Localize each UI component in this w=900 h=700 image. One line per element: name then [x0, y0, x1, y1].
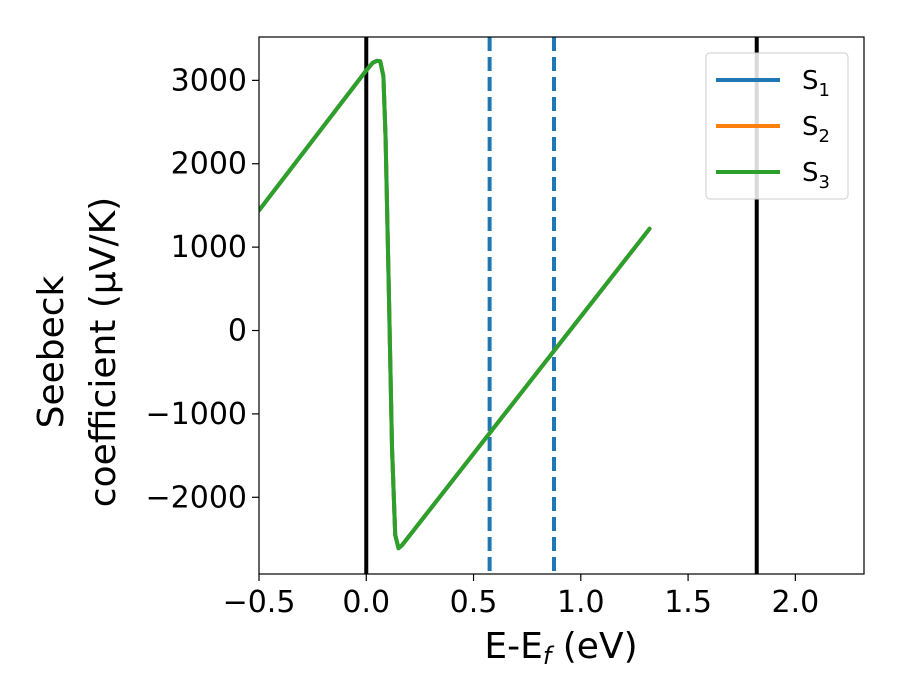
x-tick-label: 0.0: [342, 585, 390, 620]
legend-label-1: S1: [802, 66, 830, 101]
legend-label-3: S3: [802, 158, 830, 193]
legend-label-2: S2: [802, 112, 830, 147]
y-axis-label-line2: coefficient (μV/K): [83, 197, 124, 507]
legend: S1 S2 S3: [705, 52, 849, 200]
y-tick-label: 3000: [171, 63, 247, 98]
x-axis: −0.5 0.0 0.5 1.0 1.5 2.0: [223, 574, 819, 620]
series-lines: [259, 58, 652, 551]
y-tick-label: −1000: [146, 397, 247, 432]
y-tick-label: 0: [228, 314, 247, 349]
y-axis: −2000 −1000 0 1000 2000 3000: [146, 63, 259, 515]
x-tick-label: 2.0: [771, 585, 819, 620]
x-tick-label: 1.0: [557, 585, 605, 620]
x-axis-label-main: E-E: [484, 626, 542, 667]
x-tick-label: −0.5: [223, 585, 296, 620]
y-tick-label: 2000: [171, 147, 247, 182]
y-tick-label: −2000: [146, 480, 247, 515]
x-axis-label-unit: (eV): [551, 626, 637, 667]
x-tick-label: 1.5: [664, 585, 712, 620]
x-tick-label: 0.5: [450, 585, 498, 620]
x-axis-label: E-Ef (eV): [484, 626, 637, 670]
y-axis-label: Seebeck coefficient (μV/K): [31, 197, 124, 507]
series-line-3: [259, 58, 652, 551]
plot-frame: [258, 36, 865, 575]
y-axis-label-line1: Seebeck: [31, 275, 72, 428]
y-tick-label: 1000: [171, 230, 247, 265]
